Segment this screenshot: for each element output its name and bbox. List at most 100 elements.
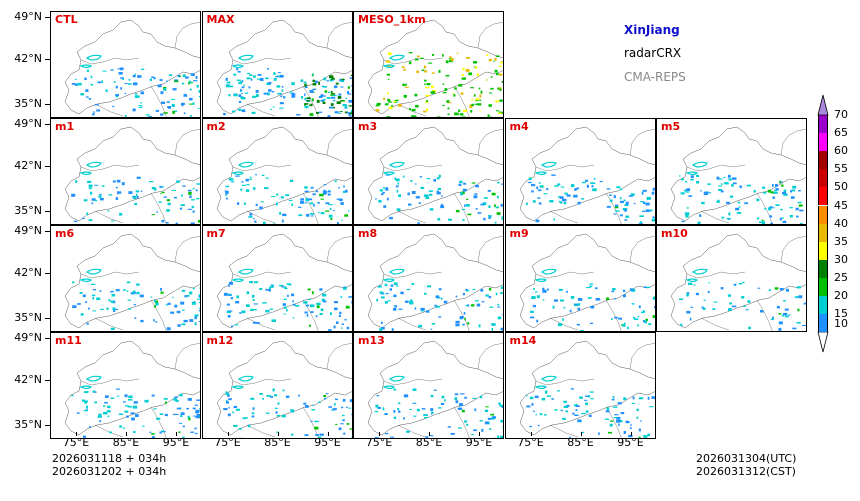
colorbar-max-extend — [817, 94, 829, 116]
map-canvas — [367, 233, 503, 331]
region-boundary — [519, 233, 655, 329]
map-canvas — [64, 340, 200, 438]
lon-tick — [530, 432, 532, 436]
colorbar-segment — [818, 133, 828, 152]
panel-label: m6 — [55, 227, 75, 240]
map-panel-m2: m2 — [201, 118, 353, 225]
region-boundary — [64, 126, 200, 222]
lake-echo — [230, 268, 254, 283]
map-panel-max: MAX — [201, 11, 353, 118]
region-boundary — [216, 233, 352, 329]
lat-tick — [45, 17, 50, 18]
colorbar-label: 60 — [834, 144, 848, 158]
radar-echo — [223, 268, 352, 331]
lon-tick-label: 85°E — [415, 436, 443, 449]
region-boundary — [367, 19, 503, 115]
map-canvas — [216, 19, 352, 117]
province-boundary — [80, 342, 200, 438]
lon-tick — [126, 432, 127, 436]
map-canvas — [670, 233, 806, 331]
panel-label: MESO_1km — [358, 13, 426, 26]
map-canvas — [64, 233, 200, 331]
colorbar-label: 20 — [834, 289, 848, 302]
lon-tick-label: 95°E — [617, 436, 644, 449]
lat-tick-label: 35°N — [14, 311, 42, 324]
panel-label: m2 — [206, 120, 226, 133]
panel-label: m13 — [358, 334, 385, 347]
lake-echo — [533, 375, 557, 390]
map-panel-m12: m12 — [201, 332, 353, 439]
map-canvas — [519, 340, 655, 438]
map-canvas — [64, 126, 200, 224]
lon-tick — [277, 432, 279, 436]
map-panel-m10: m10 — [656, 225, 807, 332]
map-panel-ctl: CTL — [50, 11, 201, 118]
lake-echo — [230, 375, 254, 390]
lon-tick-label: 75°E — [365, 436, 393, 449]
lake-echo — [79, 54, 102, 69]
map-panel-m14: m14 — [504, 332, 656, 439]
lon-tick — [327, 432, 329, 436]
lat-tick — [45, 231, 50, 232]
lat-tick — [45, 273, 50, 274]
region-boundary — [519, 126, 655, 222]
panel-label: m12 — [206, 334, 234, 347]
radar-echo — [224, 161, 349, 224]
colorbar-segment — [818, 223, 828, 242]
lat-tick-label: 42°N — [14, 373, 42, 386]
panel-label: m5 — [661, 120, 681, 133]
map-panel-m8: m8 — [353, 225, 504, 332]
colorbar-segment — [818, 314, 828, 333]
colorbar-label: 45 — [834, 198, 848, 212]
lat-tick — [45, 59, 50, 60]
panel-label: m7 — [206, 227, 226, 240]
lon-tick — [76, 432, 77, 436]
lat-tick — [45, 318, 50, 319]
region-boundary — [64, 233, 200, 329]
province-boundary — [535, 342, 655, 438]
init-time-cst: 2026031202 + 034h — [52, 465, 167, 478]
colorbar-label: 40 — [834, 216, 848, 230]
lat-tick-label: 35°N — [14, 418, 42, 431]
radar-echo — [679, 268, 806, 331]
map-canvas — [519, 233, 655, 331]
map-panel-m13: m13 — [353, 332, 504, 439]
region-boundary — [367, 233, 503, 329]
lake-echo — [685, 268, 708, 283]
lake-echo — [382, 375, 405, 390]
map-panel-m1: m1 — [50, 118, 201, 225]
valid-time-cst: 2026031312(CST) — [696, 465, 796, 478]
lon-tick-label: 85°E — [567, 436, 594, 449]
lake-echo — [230, 161, 254, 176]
region-boundary — [519, 340, 655, 436]
colorbar-segment — [818, 151, 828, 170]
colorbar-segment — [818, 241, 828, 260]
map-panel-m4: m4 — [504, 118, 656, 225]
colorbar-label: 30 — [834, 252, 848, 266]
map-canvas — [216, 340, 352, 438]
map-canvas — [670, 126, 806, 224]
panel-label: m11 — [55, 334, 82, 347]
province-boundary — [232, 21, 352, 117]
map-panel-m5: m5 — [656, 118, 807, 225]
colorbar-label: 65 — [834, 126, 848, 140]
radar-echo — [222, 54, 352, 117]
colorbar-segment — [818, 277, 828, 296]
panel-label: m1 — [55, 120, 75, 133]
region-boundary — [367, 126, 503, 222]
lon-tick-label: 75°E — [517, 436, 544, 449]
province-boundary — [80, 235, 200, 331]
lat-tick-label: 35°N — [14, 97, 42, 110]
lat-tick — [45, 211, 50, 212]
lat-tick-label: 49°N — [14, 10, 42, 23]
colorbar-segment — [818, 115, 828, 134]
lake-echo — [230, 54, 254, 69]
colorbar-segment — [818, 296, 828, 315]
lat-tick-label: 42°N — [14, 159, 42, 172]
product-name: radarCRX — [624, 46, 682, 60]
lon-tick — [429, 432, 430, 436]
lake-echo — [533, 161, 557, 176]
lon-tick — [227, 432, 229, 436]
region-boundary — [670, 126, 806, 222]
lon-tick-label: 75°E — [62, 436, 90, 449]
